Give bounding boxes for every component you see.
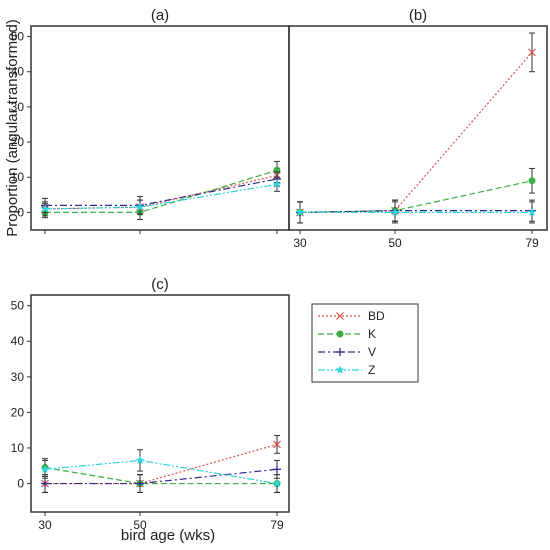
series-line [45,443,278,485]
y-tick-label: 40 [11,65,25,79]
y-tick-label: 10 [11,441,25,455]
legend: BD KVZ [311,303,419,383]
panel-c-frame [30,294,290,513]
legend-item-k: K [318,327,376,341]
series-v-b [296,199,536,224]
panel-b-title: (b) [409,7,427,24]
x-tick-label: 30 [38,518,52,532]
legend-item-z: Z [318,363,375,377]
series-k-a [41,160,281,220]
series-line [45,169,278,214]
legend-box [311,303,419,383]
legend-item-v: V [318,345,376,359]
data-point [40,464,50,473]
x-tick-label: 30 [293,236,307,250]
legend-label: K [368,327,376,341]
data-point [272,479,282,488]
x-axis-title: bird age (wks) [121,527,215,544]
series-line [44,466,277,485]
panel-a-title: (a) [151,7,169,24]
panel-b: 30 50 79 [293,32,539,250]
data-point [41,479,49,488]
y-tick-label: 0 [17,477,24,491]
panel-c: 0 10 20 30 40 50 30 50 79 [11,299,284,532]
panel-a-frame [30,25,290,231]
y-tick-label: 0 [17,205,24,219]
data-point [528,177,536,185]
data-point [528,48,536,57]
panel-a: 0 10 20 30 40 50 [11,30,282,234]
y-tick-label: 10 [11,170,25,184]
y-tick-label: 50 [11,299,25,313]
series-line [45,468,278,485]
data-point [295,207,305,217]
legend-label: V [368,345,376,359]
x-tick-label: 50 [388,236,402,250]
y-tick-label: 50 [11,30,25,44]
panel-c-title: (c) [151,276,169,293]
legend-label: Z [368,363,375,377]
data-point [273,465,281,474]
data-point [136,479,144,488]
data-point [527,207,537,217]
legend-item-bd: BD [318,309,385,323]
legend-marker [336,312,344,320]
series-bd-a [41,167,281,215]
series-z-b [295,201,537,224]
series-line [44,174,278,210]
y-axis-title: Proportion (angular transformed) [4,19,21,237]
legend-marker [336,348,344,356]
data-point [272,179,282,188]
y-tick-label: 20 [11,405,25,419]
series-z-c [40,449,282,493]
legend-marker [336,330,344,338]
data-point [390,207,400,217]
series-z-a [40,176,282,217]
series-bd-b [296,32,536,224]
panel-b-frame [288,25,548,231]
data-point [135,455,145,465]
series-v-c [41,459,281,493]
series-line [299,180,533,214]
x-tick-label: 50 [133,518,147,532]
y-tick-label: 30 [11,370,25,384]
legend-marker [335,365,345,374]
legend-label: BD [368,309,385,323]
x-tick-label: 79 [525,236,539,250]
data-point [135,202,145,211]
y-tick-label: 40 [11,334,25,348]
x-tick-label: 79 [270,518,284,532]
series-line [44,459,278,485]
y-tick-label: 30 [11,100,25,114]
data-point [40,204,50,213]
data-point [273,440,281,449]
series-k-b [296,167,536,224]
y-tick-label: 20 [11,135,25,149]
